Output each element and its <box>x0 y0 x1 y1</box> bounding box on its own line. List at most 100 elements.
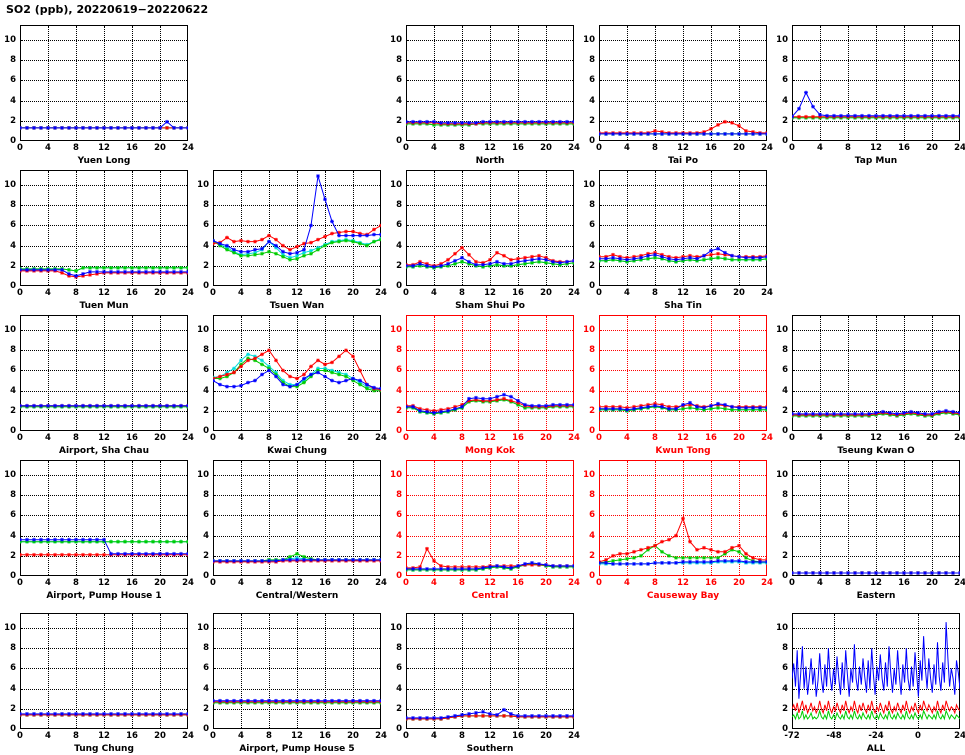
series-marker-green <box>702 555 706 560</box>
series-marker-blue <box>474 710 478 715</box>
series-marker-red <box>302 372 306 377</box>
series-marker-blue <box>688 559 692 564</box>
y-axis-tick-label: 0 <box>10 724 16 734</box>
x-axis-tick-label: 24 <box>568 731 580 741</box>
y-axis-tick-label: 4 <box>203 684 209 694</box>
x-axis-tick-label: 16 <box>705 288 717 298</box>
y-axis-tick-label: 6 <box>782 365 788 375</box>
y-axis-tick-label: 2 <box>782 406 788 416</box>
panel-title: Eastern <box>856 591 896 601</box>
panel-title: Airport, Sha Chau <box>59 446 149 456</box>
series-marker-red <box>246 239 250 244</box>
series-marker-blue <box>116 403 120 408</box>
series-marker-blue <box>302 698 306 703</box>
series-marker-blue <box>88 711 92 716</box>
series-marker-green <box>730 407 734 412</box>
x-axis-tick-label: 12 <box>291 731 303 741</box>
series-marker-blue <box>551 259 555 264</box>
series-marker-green <box>502 263 506 268</box>
series-marker-green <box>688 405 692 410</box>
series-marker-green <box>151 265 155 270</box>
y-axis-tick-label: 6 <box>589 220 595 230</box>
plot-clip <box>599 170 767 286</box>
series-marker-blue <box>551 564 555 568</box>
series-marker-red <box>716 549 720 554</box>
series-marker-red <box>730 120 734 125</box>
series-marker-blue <box>565 564 569 568</box>
series-marker-blue <box>81 403 85 408</box>
series-marker-red <box>88 552 92 557</box>
series-marker-blue <box>804 571 808 575</box>
series-marker-blue <box>165 551 169 556</box>
series-marker-blue <box>716 401 720 406</box>
vertical-gridline <box>932 316 933 430</box>
series-marker-blue <box>323 698 327 703</box>
x-axis-tick-label: 16 <box>512 731 524 741</box>
x-axis-tick-label: 12 <box>484 731 496 741</box>
series-marker-blue <box>372 698 376 703</box>
series-marker-red <box>495 397 499 402</box>
series-marker-red <box>674 533 678 538</box>
series-marker-green <box>688 257 692 262</box>
x-axis-tick-label: 12 <box>870 578 882 588</box>
series-marker-cyan <box>232 366 236 371</box>
series-marker-red <box>232 370 236 375</box>
vertical-gridline <box>269 316 270 430</box>
series-marker-red <box>681 516 685 521</box>
x-axis-tick-label: 12 <box>98 288 110 298</box>
series-marker-blue <box>446 567 450 571</box>
series-marker-cyan <box>260 358 264 363</box>
series-marker-blue <box>358 378 362 383</box>
vertical-gridline <box>160 316 161 430</box>
plot-inner <box>599 460 767 576</box>
y-axis-tick-label: 8 <box>203 643 209 653</box>
series-marker-blue <box>509 119 513 124</box>
vertical-gridline <box>76 614 77 728</box>
x-axis-tick-label: 16 <box>512 143 524 153</box>
series-marker-red <box>695 254 699 259</box>
series-marker-blue <box>625 407 629 412</box>
series-marker-green <box>116 539 120 544</box>
series-layer <box>20 403 188 409</box>
series-marker-blue <box>137 551 141 556</box>
series-marker-blue <box>109 125 113 130</box>
series-marker-blue <box>744 255 748 260</box>
vertical-gridline <box>518 316 519 430</box>
series-marker-red <box>660 130 664 134</box>
series-marker-red <box>481 713 485 718</box>
y-axis-tick-label: 8 <box>203 490 209 500</box>
series-marker-green <box>67 267 71 272</box>
series-marker-red <box>639 547 643 552</box>
series-marker-cyan <box>239 358 243 363</box>
series-marker-blue <box>867 411 871 416</box>
series-marker-blue <box>295 382 299 387</box>
series-marker-blue <box>695 256 699 261</box>
series-marker-red <box>730 545 734 550</box>
series-marker-blue <box>337 698 341 703</box>
series-marker-blue <box>74 711 78 716</box>
series-marker-green <box>551 261 555 266</box>
x-axis-tick-label: 4 <box>817 433 823 443</box>
y-axis-tick-label: 2 <box>203 551 209 561</box>
series-marker-blue <box>267 368 271 373</box>
series-marker-blue <box>509 261 513 266</box>
series-marker-blue <box>695 404 699 409</box>
series-marker-blue <box>495 119 499 124</box>
series-marker-blue <box>874 113 878 118</box>
x-axis-tick-label: 16 <box>319 578 331 588</box>
vertical-gridline <box>711 316 712 430</box>
series-marker-green <box>558 262 562 267</box>
series-marker-green <box>372 239 376 244</box>
y-axis-tick-label: 8 <box>782 643 788 653</box>
series-marker-blue <box>239 249 243 254</box>
series-marker-blue <box>39 125 43 130</box>
series-marker-blue <box>151 125 155 130</box>
y-axis-tick-label: 10 <box>390 623 402 633</box>
series-marker-green <box>323 368 327 373</box>
series-marker-blue <box>937 409 941 414</box>
series-marker-red <box>516 400 520 405</box>
plot-inner <box>213 315 381 431</box>
y-axis-tick-label: 2 <box>782 551 788 561</box>
series-marker-blue <box>109 551 113 556</box>
series-marker-blue <box>67 537 71 542</box>
